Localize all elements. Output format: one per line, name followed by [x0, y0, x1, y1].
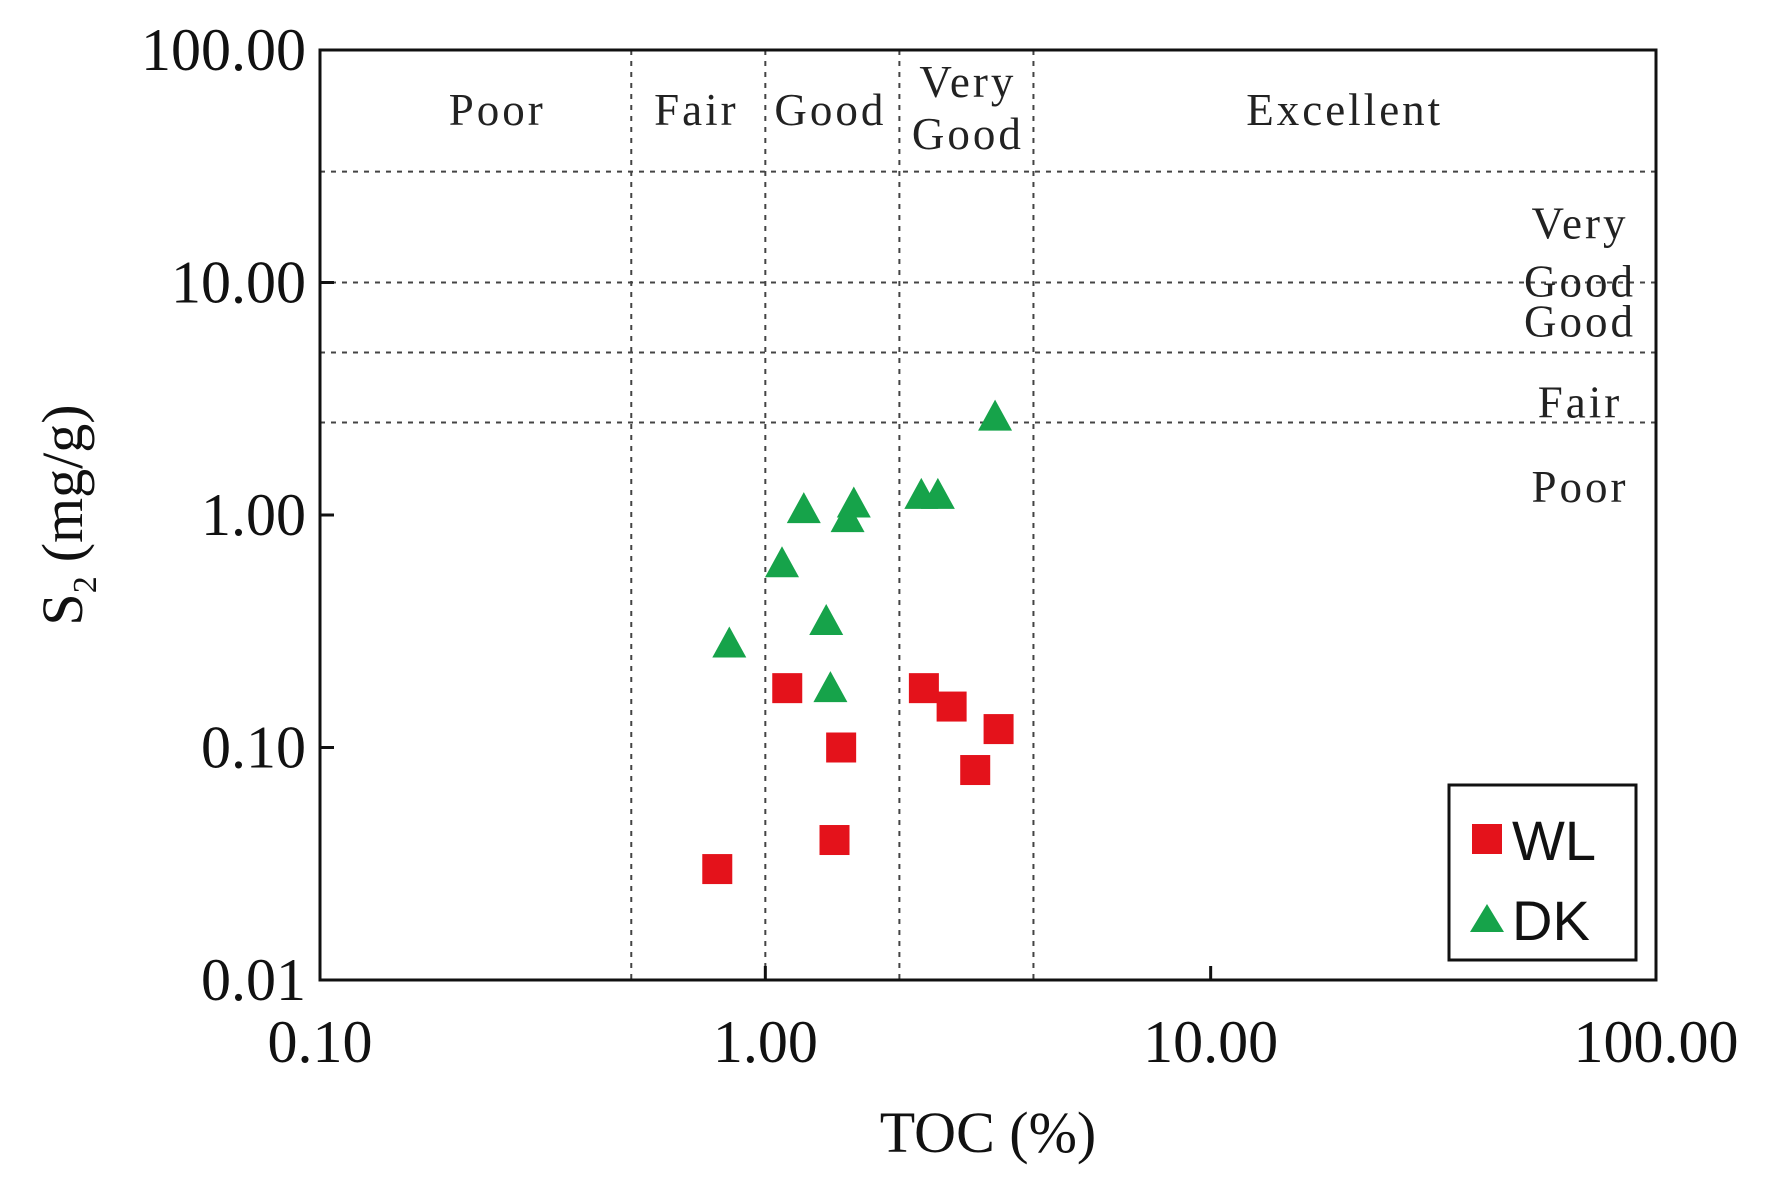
toc-zone-label: Good — [774, 85, 886, 135]
toc-zone-label: Good — [912, 109, 1024, 159]
x-axis-title: TOC (%) — [880, 1100, 1096, 1165]
y-axis-title-subscript: 2 — [67, 576, 104, 593]
legend: WL DK — [1447, 783, 1638, 962]
dk-point — [712, 626, 747, 658]
wl-point — [826, 732, 857, 763]
y-axis-title: S2 (mg/g) — [30, 404, 104, 625]
toc-zone-label: Poor — [449, 85, 546, 135]
y-axis-title-unit: (mg/g) — [30, 404, 95, 562]
toc-zone-label: Very — [919, 57, 1016, 107]
data-points — [702, 399, 1014, 885]
dk-point — [836, 486, 871, 518]
wl-point — [960, 755, 991, 786]
dk-point — [813, 671, 848, 703]
y-tick-label: 10.00 — [171, 250, 306, 316]
y-tick-label: 0.01 — [201, 947, 306, 1013]
y-axis-title-main: S — [30, 593, 95, 625]
x-tick-label: 10.00 — [1143, 1009, 1278, 1075]
legend-wl-marker — [1472, 824, 1502, 854]
wl-point — [819, 825, 850, 856]
y-tick-label: 1.00 — [201, 482, 306, 548]
legend-dk-label: DK — [1512, 889, 1590, 952]
y-tick-label: 0.10 — [201, 715, 306, 781]
wl-point — [908, 673, 939, 704]
wl-point — [772, 673, 803, 704]
s2-zone-label: Very — [1532, 199, 1629, 249]
axis-ticks: 0.10 1.00 10.00 100.000.010.101.0010.00100.… — [141, 17, 1739, 1075]
s2-zone-label: Fair — [1538, 377, 1623, 427]
zone-boundaries — [320, 50, 1656, 980]
dk-point — [786, 492, 821, 524]
x-tick-label: 100.00 — [1574, 1009, 1739, 1075]
s2-zone-label: Poor — [1531, 462, 1628, 512]
y-tick-label: 100.00 — [141, 17, 306, 83]
toc-zone-label: Excellent — [1246, 85, 1443, 135]
dk-point — [920, 477, 955, 509]
legend-wl-label: WL — [1512, 809, 1596, 872]
s2-zone-label: Good — [1524, 296, 1636, 346]
x-tick-label: 0.10 — [268, 1009, 373, 1075]
dk-point — [978, 399, 1013, 431]
x-tick-label: 1.00 — [713, 1009, 818, 1075]
dk-point — [809, 604, 844, 636]
toc-zone-label: Fair — [654, 85, 739, 135]
legend-dk-marker — [1470, 904, 1504, 932]
wl-point — [936, 691, 967, 722]
wl-point — [983, 714, 1014, 745]
wl-point — [702, 854, 733, 885]
dk-point — [765, 546, 800, 578]
s2-zone-label: Good — [1524, 257, 1636, 307]
